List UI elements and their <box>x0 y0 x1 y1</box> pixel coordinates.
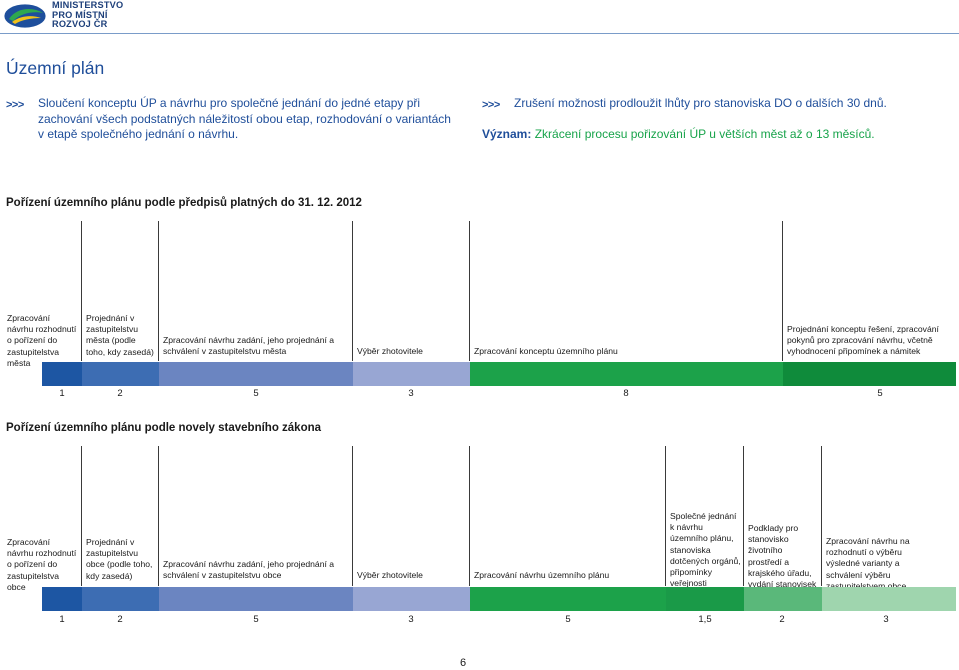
timeline-tick <box>158 221 159 361</box>
phase-label: Zpracování návrhu rozhodnutí o pořízení … <box>7 313 77 368</box>
timeline-bar <box>744 587 822 611</box>
phase-label: Společné jednání k návrhu územního plánu… <box>670 511 741 589</box>
arrows-icon: >>> <box>6 99 24 111</box>
timeline-bar <box>353 587 470 611</box>
timeline-bar <box>42 587 82 611</box>
timeline-bar <box>159 587 353 611</box>
phase-label: Zpracování návrhu územního plánu <box>474 570 610 580</box>
timeline-bar <box>666 587 744 611</box>
ministry-logo-icon <box>3 3 47 29</box>
phase-duration: 5 <box>877 388 883 399</box>
phase-label: Zpracování návrhu rozhodnutí o pořízení … <box>7 537 77 592</box>
summary-significance: Význam: Zkrácení procesu pořizování ÚP u… <box>482 127 875 143</box>
timeline-bar <box>82 587 159 611</box>
timeline-bar <box>353 362 470 386</box>
timeline-tick <box>469 221 470 361</box>
phase-duration: 3 <box>883 614 889 625</box>
phase-label: Zpracování návrhu zadání, jeho projednán… <box>163 335 335 357</box>
timeline-tick <box>469 446 470 586</box>
phase-duration: 2 <box>117 388 123 399</box>
timeline-tick <box>81 221 82 361</box>
phase-label: Výběr zhotovitele <box>357 346 423 356</box>
timeline-bar <box>42 362 82 386</box>
phase-label: Výběr zhotovitele <box>357 570 423 580</box>
timeline-bar <box>470 362 783 386</box>
timeline-bar <box>470 587 666 611</box>
ministry-name: MINISTERSTVO PRO MÍSTNÍ ROZVOJ ČR <box>52 0 124 30</box>
phase-duration: 8 <box>623 388 629 399</box>
phase-label: Podklady pro stanovisko životního prostř… <box>748 523 817 590</box>
phase-duration: 1 <box>59 388 65 399</box>
phase-duration: 2 <box>779 614 785 625</box>
phase-label: Projednání v zastupitelstvu obce (podle … <box>86 537 153 581</box>
significance-value: Zkrácení procesu pořizování ÚP u větších… <box>534 127 875 141</box>
phase-duration: 5 <box>253 388 259 399</box>
timeline-tick <box>352 446 353 586</box>
phase-duration: 3 <box>408 614 414 625</box>
phase-duration: 2 <box>117 614 123 625</box>
phase-label: Projednání v zastupitelstvu města (podle… <box>86 313 154 357</box>
timeline-tick <box>352 221 353 361</box>
phase-duration: 5 <box>253 614 259 625</box>
phase-label: Projednání konceptu řešení, zpracování p… <box>787 324 939 357</box>
ministry-name-line3: ROZVOJ ČR <box>52 19 108 30</box>
timeline-tick <box>158 446 159 586</box>
timeline-tick <box>665 446 666 586</box>
timeline-tick <box>81 446 82 586</box>
summary-right-line1: Zrušení možnosti prodloužit lhůty pro st… <box>514 96 887 110</box>
section-title-old: Pořízení územního plánu podle předpisů p… <box>6 197 362 209</box>
ministry-name-line2: PRO MÍSTNÍ <box>52 9 108 20</box>
summary-left: Sloučení konceptu ÚP a návrhu pro společ… <box>38 96 451 141</box>
timeline-bar <box>82 362 159 386</box>
phase-duration: 1,5 <box>698 614 712 625</box>
timeline-bar <box>822 587 956 611</box>
phase-duration: 3 <box>408 388 414 399</box>
timeline-bar <box>159 362 353 386</box>
phase-duration: 1 <box>59 614 65 625</box>
page-number: 6 <box>459 657 467 669</box>
timeline-tick <box>743 446 744 586</box>
page-title: Územní plán <box>6 58 105 78</box>
phase-label: Zpracování návrhu na rozhodnutí o výběru… <box>826 536 910 591</box>
header-divider <box>0 33 959 34</box>
phase-duration: 5 <box>565 614 571 625</box>
timeline-bar <box>783 362 956 386</box>
phase-label: Zpracování konceptu územního plánu <box>474 346 618 356</box>
significance-label: Význam: <box>482 127 532 141</box>
arrows-icon: >>> <box>482 99 500 111</box>
section-title-new: Pořízení územního plánu podle novely sta… <box>6 422 322 434</box>
timeline-tick <box>821 446 822 586</box>
phase-label: Zpracování návrhu zadání, jeho projednán… <box>163 559 335 581</box>
ministry-name-line1: MINISTERSTVO <box>52 0 124 10</box>
timeline-tick <box>782 221 783 361</box>
